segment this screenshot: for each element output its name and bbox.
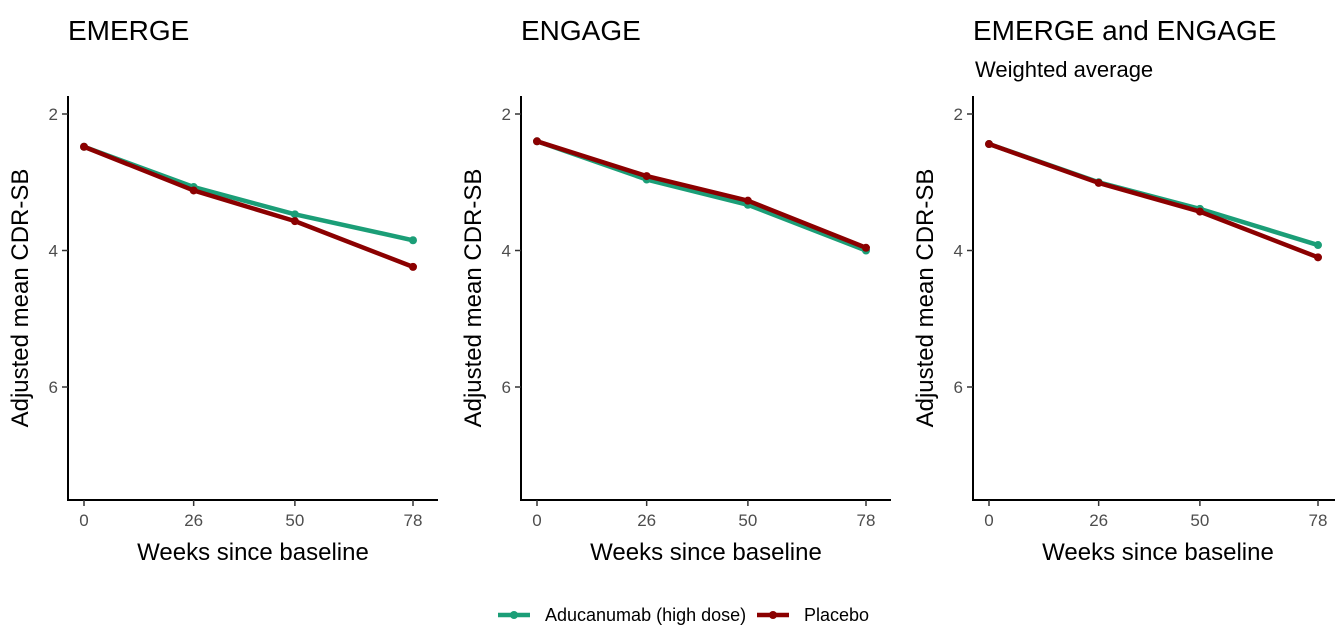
legend: Aducanumab (high dose) Placebo [498,605,869,625]
data-point-placebo [862,243,870,252]
x-axis-title: Weeks since baseline [1042,539,1274,566]
series-line-placebo [81,144,416,270]
x-tick-label: 0 [984,511,993,530]
x-tick-label: 50 [1190,511,1209,530]
x-axis-title: Weeks since baseline [137,539,369,566]
data-point-placebo [1094,178,1103,187]
series-line-aducanumab [81,144,416,243]
y-tick-label: 6 [502,378,511,397]
y-axis-title: Adjusted mean CDR-SB [7,169,34,428]
y-tick-label: 6 [49,378,58,397]
y-tick-label: 2 [502,105,511,124]
data-point-placebo [1314,253,1322,262]
legend-label: Aducanumab (high dose) [545,605,746,625]
chart-panel-1: EMERGE 2 4 6 0 26 50 78 Weeks since baseline Adju… [7,15,438,566]
data-point-aducanumab [409,236,417,245]
y-axis-title: Adjusted mean CDR-SB [912,169,939,428]
data-point-placebo [533,137,541,146]
x-tick-label: 78 [1309,511,1328,530]
data-point-placebo [642,172,651,181]
data-point-aducanumab [1314,241,1322,250]
panel-title: EMERGE [68,15,189,46]
data-point-aducanumab [290,210,299,219]
chart-panel-3: EMERGE and ENGAGE Weighted average 2 4 6 0 26 5… [912,15,1335,566]
legend-key-point [510,611,518,619]
panel-subtitle: Weighted average [975,57,1153,82]
data-point-placebo [409,262,417,271]
data-point-placebo [290,217,299,226]
chart-panel-2: ENGAGE 2 4 6 0 26 50 78 Weeks since baseline Adju… [460,15,891,566]
y-tick-label: 6 [954,378,963,397]
x-tick-label: 26 [1089,511,1108,530]
series-line-placebo [534,139,869,251]
panel-title: ENGAGE [521,15,641,46]
legend-key-point [769,611,777,619]
data-point-placebo [1195,207,1204,216]
y-tick-label: 4 [954,242,963,261]
x-tick-label: 26 [184,511,203,530]
x-tick-label: 50 [285,511,304,530]
series-line-placebo [986,141,1321,260]
panel-title: EMERGE and ENGAGE [973,15,1276,46]
y-axis-title: Adjusted mean CDR-SB [460,169,487,428]
y-tick-label: 2 [49,105,58,124]
x-tick-label: 50 [738,511,757,530]
x-tick-label: 78 [857,511,876,530]
x-tick-label: 78 [404,511,423,530]
x-tick-label: 26 [637,511,656,530]
legend-label: Placebo [804,605,869,625]
data-point-placebo [189,186,198,195]
data-point-placebo [80,142,88,151]
data-point-placebo [985,140,993,149]
data-point-placebo [743,196,752,205]
y-tick-label: 2 [954,105,963,124]
x-tick-label: 0 [79,511,88,530]
y-tick-label: 4 [49,242,58,261]
y-tick-label: 4 [502,242,511,261]
x-tick-label: 0 [532,511,541,530]
x-axis-title: Weeks since baseline [590,539,822,566]
